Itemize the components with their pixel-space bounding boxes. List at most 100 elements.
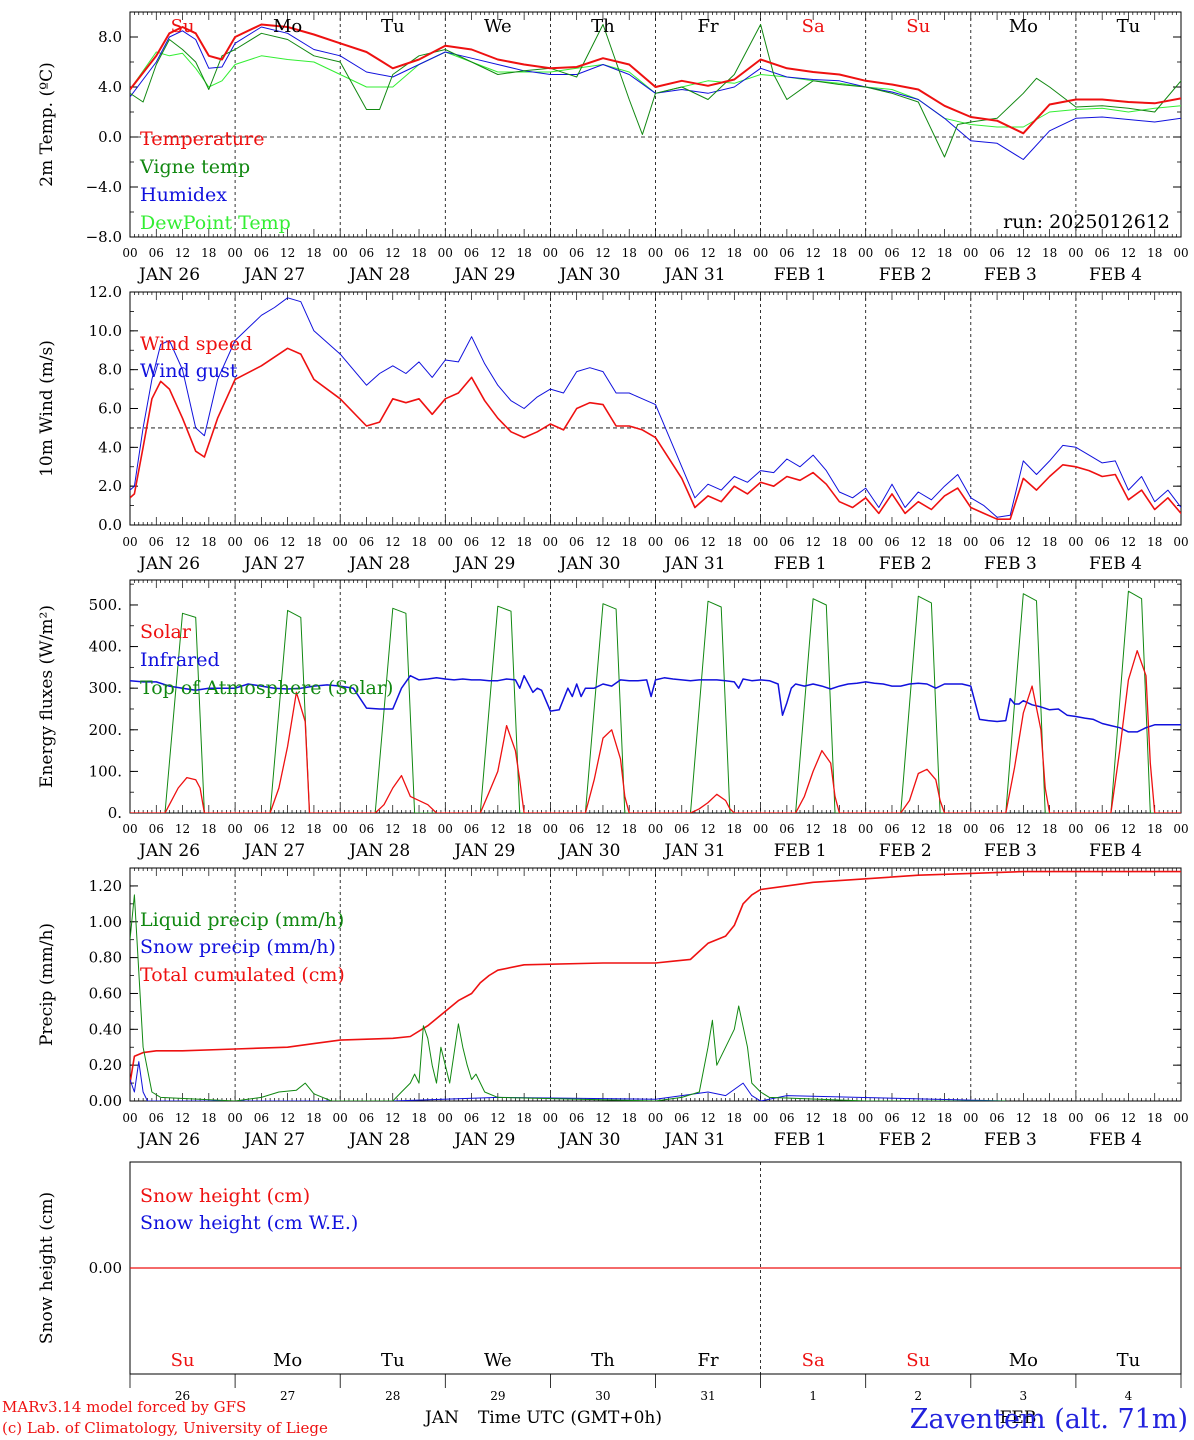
hour-tick-label: 00 xyxy=(333,1111,348,1125)
hour-tick-label: 00 xyxy=(227,246,242,260)
hour-tick-label: 00 xyxy=(1173,822,1188,836)
y-axis-label: Snow height (cm) xyxy=(37,1192,57,1344)
hour-tick-label: 12 xyxy=(280,535,295,549)
weekday-label: Mo xyxy=(1009,16,1038,37)
series-line-top-of-atmosphere-solar- xyxy=(130,590,1181,813)
hour-tick-label: 18 xyxy=(201,246,216,260)
date-label: JAN 28 xyxy=(347,1130,410,1150)
y-tick-label: 0.40 xyxy=(89,1020,122,1038)
legend-entry: Solar xyxy=(140,621,192,643)
footer-credit: (c) Lab. of Climatology, University of L… xyxy=(2,1419,328,1437)
series-group xyxy=(130,590,1181,813)
hour-tick-label: 12 xyxy=(490,822,505,836)
weekday-label: Su xyxy=(171,1350,195,1371)
series-group xyxy=(130,870,1181,1101)
hour-tick-label: 00 xyxy=(963,535,978,549)
hour-tick-label: 06 xyxy=(674,246,689,260)
date-label: JAN 29 xyxy=(452,265,515,285)
date-label: JAN 28 xyxy=(347,554,410,574)
hour-tick-label: 18 xyxy=(832,535,847,549)
date-label: JAN 30 xyxy=(557,841,620,861)
series-line-dewpoint-temp xyxy=(130,51,1181,128)
y-tick-label: 0. xyxy=(108,804,122,822)
hour-tick-label: 18 xyxy=(201,535,216,549)
hour-tick-label: 12 xyxy=(1016,246,1031,260)
legend-entry: Wind gust xyxy=(140,360,238,382)
hour-tick-label: 06 xyxy=(779,535,794,549)
hour-tick-label: 06 xyxy=(569,1111,584,1125)
hour-tick-label: 12 xyxy=(1121,822,1136,836)
hour-tick-label: 18 xyxy=(937,535,952,549)
weekday-label: Sa xyxy=(802,16,825,37)
y-tick-label: 0.00 xyxy=(89,1092,122,1110)
weekday-label: Mo xyxy=(1009,1350,1038,1371)
y-axis-label: 2m Temp. (ºC) xyxy=(37,62,57,187)
month-label: FEB xyxy=(1000,1408,1037,1428)
x-axis-title: Time UTC (GMT+0h) xyxy=(478,1408,662,1428)
hour-tick-label: 12 xyxy=(806,535,821,549)
date-label: JAN 27 xyxy=(242,841,305,861)
hour-tick-label: 00 xyxy=(963,246,978,260)
date-label: JAN 31 xyxy=(663,554,726,574)
day-number-label: 27 xyxy=(280,1389,295,1403)
y-tick-label: 400. xyxy=(89,638,122,656)
series-line-solar xyxy=(130,650,1181,813)
hour-tick-label: 12 xyxy=(175,535,190,549)
weekday-label: Mo xyxy=(273,16,302,37)
hour-tick-label: 18 xyxy=(622,822,637,836)
hour-tick-label: 06 xyxy=(884,246,899,260)
y-axis-label: Precip (mm/h) xyxy=(37,923,57,1046)
hour-tick-label: 00 xyxy=(1068,822,1083,836)
hour-tick-label: 06 xyxy=(464,822,479,836)
hour-tick-label: 12 xyxy=(911,535,926,549)
hour-tick-label: 06 xyxy=(149,535,164,549)
series-line-infrared xyxy=(130,674,1181,733)
hour-tick-label: 00 xyxy=(122,822,137,836)
hour-tick-label: 00 xyxy=(438,1111,453,1125)
date-label: FEB 1 xyxy=(774,265,827,285)
y-tick-label: 0.20 xyxy=(89,1056,122,1074)
hour-tick-label: 18 xyxy=(306,822,321,836)
weekday-label: We xyxy=(484,16,512,37)
date-label: JAN 28 xyxy=(347,841,410,861)
hour-tick-label: 00 xyxy=(543,246,558,260)
hour-tick-label: 12 xyxy=(385,822,400,836)
date-label: JAN 29 xyxy=(452,1130,515,1150)
hour-tick-label: 18 xyxy=(832,246,847,260)
hour-tick-label: 18 xyxy=(1042,535,1057,549)
hour-tick-label: 00 xyxy=(1068,246,1083,260)
legend-entry: Total cumulated (cm) xyxy=(140,964,345,986)
series-line-wind-gust xyxy=(130,297,1181,518)
day-number-label: 4 xyxy=(1125,1389,1133,1403)
hour-tick-label: 00 xyxy=(543,1111,558,1125)
run-label: run: 2025012612 xyxy=(1003,211,1170,233)
y-axis-label: Energy fluxes (W/m²) xyxy=(37,605,57,788)
y-tick-label: 4.0 xyxy=(98,438,122,456)
panel-temp: −8.0 −4.0 0.0 4.0 8.0 2m Temp. (ºC) Temperatur… xyxy=(37,11,1189,285)
date-label: JAN 28 xyxy=(347,265,410,285)
date-label: JAN 29 xyxy=(452,554,515,574)
day-number-label: 30 xyxy=(595,1389,610,1403)
hour-tick-label: 00 xyxy=(753,535,768,549)
hour-tick-label: 12 xyxy=(806,246,821,260)
hour-tick-label: 06 xyxy=(989,822,1004,836)
y-tick-label: 0.0 xyxy=(98,128,122,146)
y-tick-label: 8.0 xyxy=(98,28,122,46)
y-tick-label: 0.00 xyxy=(89,1259,122,1277)
y-tick-label: 0.0 xyxy=(98,516,122,534)
hour-tick-label: 12 xyxy=(595,535,610,549)
hour-tick-label: 00 xyxy=(648,246,663,260)
hour-tick-label: 18 xyxy=(1147,1111,1162,1125)
y-tick-label: 6.0 xyxy=(98,400,122,418)
hour-tick-label: 00 xyxy=(648,822,663,836)
hour-tick-label: 18 xyxy=(411,1111,426,1125)
hour-tick-label: 00 xyxy=(1173,1111,1188,1125)
hour-tick-label: 18 xyxy=(727,246,742,260)
date-label: JAN 29 xyxy=(452,841,515,861)
weekday-label: Th xyxy=(591,1350,615,1371)
date-label: FEB 3 xyxy=(984,1130,1037,1150)
date-label: FEB 3 xyxy=(984,554,1037,574)
footer-model: MARv3.14 model forced by GFS xyxy=(2,1398,246,1416)
hour-tick-label: 12 xyxy=(700,535,715,549)
